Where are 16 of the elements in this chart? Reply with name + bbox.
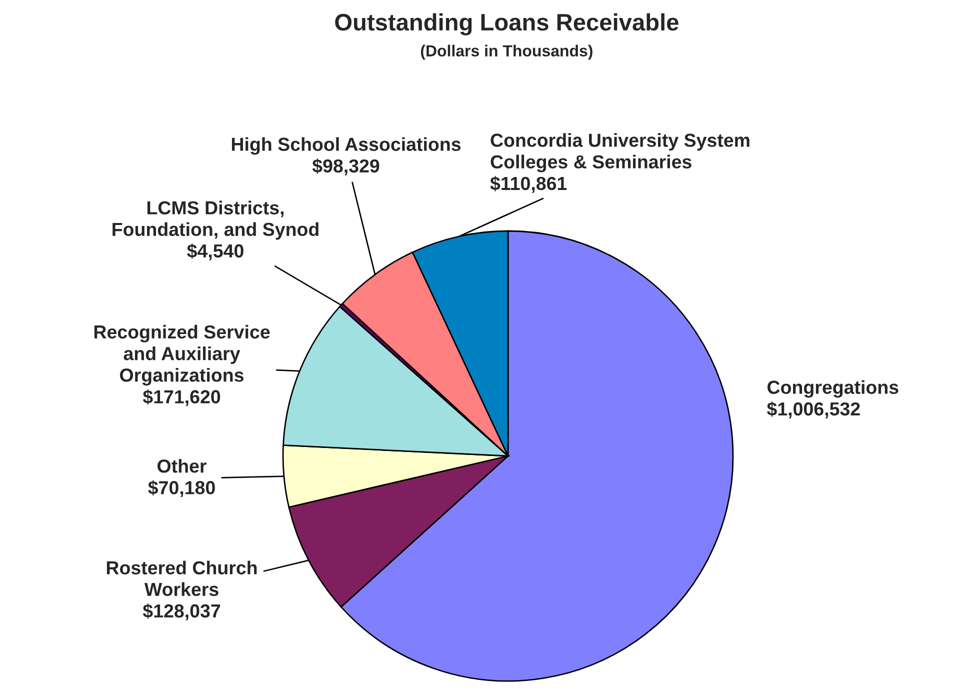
slice-label: High School Associations [232, 137, 461, 155]
data-label: $128,037 [142, 603, 220, 620]
slice-label: Congregations [768, 380, 898, 398]
data-label: $171,620 [142, 389, 220, 406]
chart-title: Outstanding Loans Receivable [335, 13, 678, 36]
data-label: $4,540 [187, 243, 244, 260]
slice-label: Concordia University System Colleges & Seminaries [490, 133, 750, 172]
slice-label: Other [158, 458, 206, 473]
data-label: $110,861 [490, 176, 567, 193]
slice-label: LCMS Districts, Foundation, and Synod [112, 200, 318, 240]
data-label: $1,006,532 [766, 402, 860, 418]
slice-label: Recognized Service and Auxiliary Organizations [94, 324, 270, 386]
data-label: $70,180 [148, 480, 215, 498]
data-label: $98,329 [312, 158, 380, 176]
slice-label: Rostered Church Workers [106, 560, 257, 596]
chart-subtitle: (Dollars in Thousands) [420, 44, 592, 60]
